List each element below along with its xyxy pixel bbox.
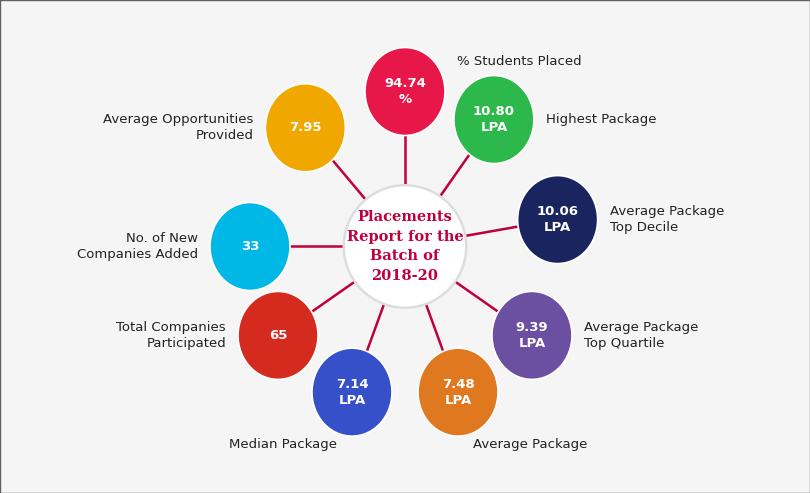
Text: Average Package
Top Decile: Average Package Top Decile [610,205,724,234]
Text: Average Package
Top Quartile: Average Package Top Quartile [584,321,698,350]
Ellipse shape [345,186,465,307]
Ellipse shape [365,47,445,136]
Text: No. of New
Companies Added: No. of New Companies Added [77,232,198,261]
Ellipse shape [343,184,467,309]
Ellipse shape [312,348,392,436]
Text: 9.39
LPA: 9.39 LPA [516,321,548,350]
Ellipse shape [238,291,318,380]
Text: 10.80
LPA: 10.80 LPA [473,105,515,134]
Text: Total Companies
Participated: Total Companies Participated [117,321,226,350]
Ellipse shape [210,203,290,290]
Text: Average Opportunities
Provided: Average Opportunities Provided [103,113,254,142]
Ellipse shape [518,176,598,264]
Text: Median Package: Median Package [229,438,337,451]
Ellipse shape [418,348,498,436]
Ellipse shape [492,291,572,380]
Text: Highest Package: Highest Package [546,113,656,126]
Text: 33: 33 [241,240,259,253]
Text: 94.74
%: 94.74 % [384,77,426,106]
Text: % Students Placed: % Students Placed [457,55,582,68]
Text: Placements
Report for the
Batch of
2018-20: Placements Report for the Batch of 2018-… [347,210,463,283]
Text: 10.06
LPA: 10.06 LPA [537,205,578,234]
Text: 7.95: 7.95 [289,121,322,134]
Text: 7.48
LPA: 7.48 LPA [441,378,475,407]
Ellipse shape [266,84,345,172]
Text: 7.14
LPA: 7.14 LPA [335,378,369,407]
Text: Average Package: Average Package [473,438,587,451]
Text: 65: 65 [269,329,288,342]
Ellipse shape [454,75,534,164]
